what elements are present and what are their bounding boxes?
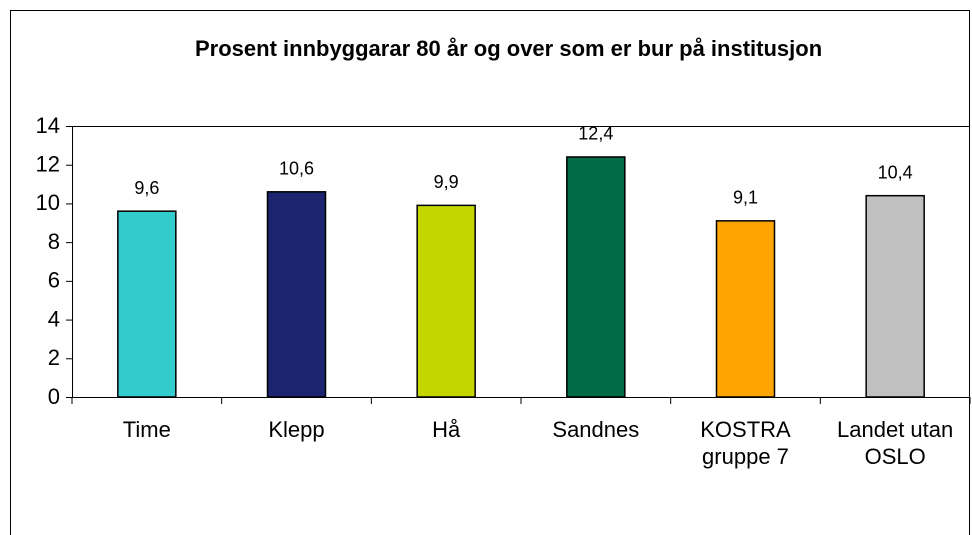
- y-tick-label: 6: [48, 268, 60, 293]
- y-tick-label: 8: [48, 229, 60, 254]
- value-label: 10,4: [878, 162, 913, 182]
- value-label: 10,6: [279, 159, 314, 179]
- x-tick-label: Hå: [432, 417, 461, 442]
- bar: [416, 204, 476, 398]
- bar: [117, 210, 177, 398]
- value-label: 9,6: [134, 178, 159, 198]
- chart-frame: [10, 10, 970, 535]
- value-label: 9,9: [434, 172, 459, 192]
- bar: [715, 220, 776, 398]
- bar: [865, 194, 925, 398]
- y-tick-label: 14: [36, 113, 60, 138]
- x-tick-label: Sandnes: [552, 417, 640, 442]
- y-tick-label: 2: [48, 345, 60, 370]
- y-tick-label: 0: [48, 384, 60, 409]
- x-tick-label: Klepp: [268, 417, 325, 442]
- y-tick-label: 10: [36, 190, 60, 215]
- x-tick-label: Time: [122, 417, 171, 442]
- chart-title: Prosent innbyggarar 80 år og over som er…: [195, 36, 823, 61]
- bar: [566, 156, 626, 398]
- x-tick-label: Landet utan OSLO: [837, 417, 954, 469]
- bar: [266, 191, 327, 398]
- value-label: 12,4: [578, 124, 613, 144]
- y-tick-label: 12: [36, 152, 60, 177]
- value-label: 9,1: [733, 188, 758, 208]
- x-tick-label: KOSTRA gruppe 7: [700, 417, 791, 469]
- y-tick-label: 4: [48, 306, 60, 331]
